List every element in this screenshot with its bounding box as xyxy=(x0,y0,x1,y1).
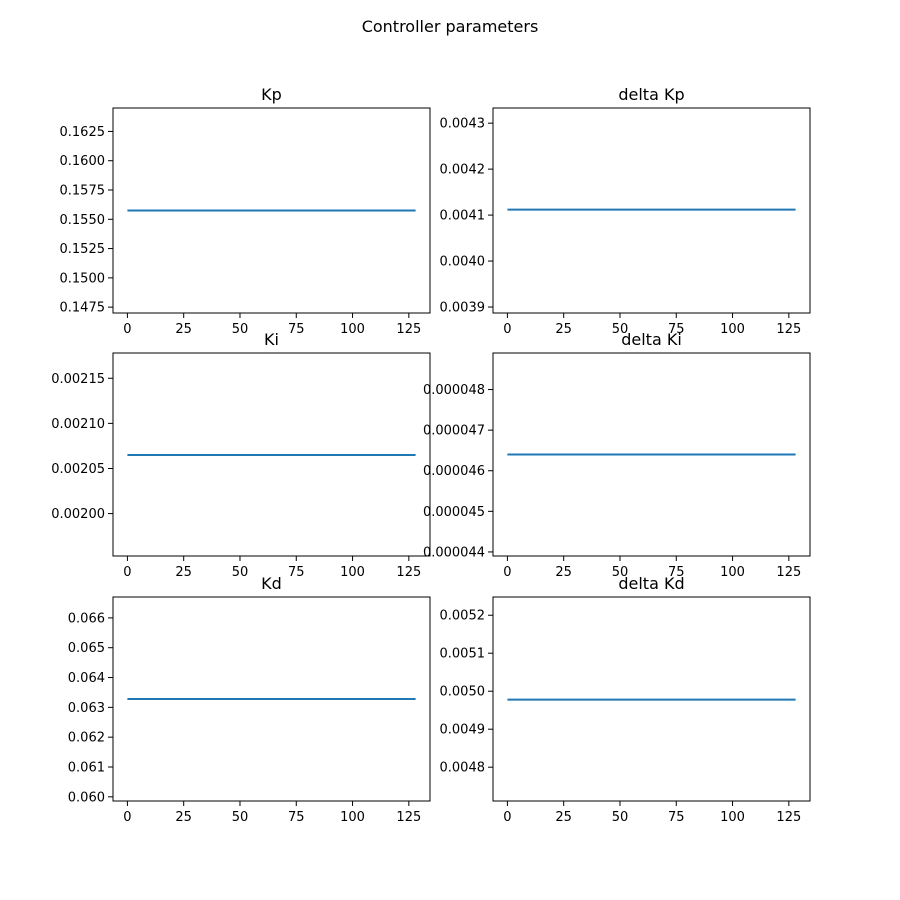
subplot-title: delta Ki xyxy=(621,330,682,349)
y-tick-label: 0.0050 xyxy=(440,685,486,700)
x-tick-label: 125 xyxy=(396,322,421,337)
y-tick-label: 0.00215 xyxy=(51,372,105,387)
x-tick-label: 50 xyxy=(612,322,629,337)
x-tick-label: 100 xyxy=(340,810,365,825)
x-tick-label: 125 xyxy=(776,810,801,825)
x-tick-label: 50 xyxy=(232,565,249,580)
x-tick-label: 50 xyxy=(612,565,629,580)
subplot-title: delta Kp xyxy=(618,85,684,104)
x-tick-label: 100 xyxy=(720,322,745,337)
subplot-title: Kp xyxy=(261,85,282,104)
y-tick-label: 0.000048 xyxy=(423,383,485,398)
x-tick-label: 0 xyxy=(503,322,511,337)
y-tick-label: 0.0052 xyxy=(440,609,486,624)
y-tick-label: 0.0051 xyxy=(440,647,486,662)
y-tick-label: 0.064 xyxy=(68,671,105,686)
y-tick-label: 0.062 xyxy=(68,731,105,746)
x-tick-label: 0 xyxy=(123,565,131,580)
subplot-3: Ki 0 25 50 75 100 125 0.00200 0.00205 0.00210 0.00… xyxy=(51,330,431,580)
y-tick-label: 0.060 xyxy=(68,790,105,805)
y-tick-label: 0.1600 xyxy=(60,154,106,169)
x-tick-label: 100 xyxy=(720,565,745,580)
x-tick-label: 75 xyxy=(288,810,305,825)
x-tick-label: 75 xyxy=(288,565,305,580)
y-tick-label: 0.1575 xyxy=(60,184,106,199)
axes-frame xyxy=(492,107,811,314)
x-tick-label: 25 xyxy=(175,810,192,825)
subplot-1: Kp 0 25 50 75 100 125 0.1475 0.1500 0.1525 0.1550 0… xyxy=(60,85,431,337)
y-tick-label: 0.066 xyxy=(68,611,105,626)
y-tick-label: 0.1625 xyxy=(60,125,106,140)
y-tick-label: 0.00210 xyxy=(51,417,105,432)
axes-frame xyxy=(112,107,431,314)
subplot-title: Kd xyxy=(261,574,282,593)
y-tick-label: 0.061 xyxy=(68,761,105,776)
y-tick-label: 0.00205 xyxy=(51,462,105,477)
axes-frame xyxy=(492,352,811,557)
x-tick-label: 0 xyxy=(503,565,511,580)
x-tick-label: 50 xyxy=(232,810,249,825)
x-tick-label: 125 xyxy=(776,565,801,580)
y-tick-label: 0.0049 xyxy=(440,723,486,738)
x-tick-label: 25 xyxy=(555,565,572,580)
x-tick-label: 25 xyxy=(175,322,192,337)
x-tick-label: 125 xyxy=(776,322,801,337)
subplot-2: delta Kp 0 25 50 75 100 125 0.0039 0.0040 0.0041 0… xyxy=(440,85,811,337)
y-tick-label: 0.000044 xyxy=(423,545,485,560)
y-tick-label: 0.1550 xyxy=(60,213,106,228)
y-tick-label: 0.000046 xyxy=(423,464,485,479)
x-tick-label: 75 xyxy=(668,322,685,337)
y-tick-label: 0.063 xyxy=(68,701,105,716)
y-tick-label: 0.0043 xyxy=(440,117,486,132)
x-tick-label: 75 xyxy=(288,322,305,337)
x-tick-label: 0 xyxy=(123,810,131,825)
x-tick-label: 100 xyxy=(340,322,365,337)
axes-frame xyxy=(492,596,811,802)
x-tick-label: 25 xyxy=(555,322,572,337)
x-tick-label: 50 xyxy=(232,322,249,337)
y-tick-label: 0.0040 xyxy=(440,255,486,270)
y-tick-label: 0.065 xyxy=(68,641,105,656)
y-tick-label: 0.000045 xyxy=(423,505,485,520)
y-tick-label: 0.1500 xyxy=(60,271,106,286)
x-tick-label: 125 xyxy=(396,810,421,825)
x-tick-label: 25 xyxy=(175,565,192,580)
y-tick-label: 0.00200 xyxy=(51,507,105,522)
subplot-5: Kd 0 25 50 75 100 125 0.060 0.061 0.062 0.063 0.064… xyxy=(68,574,431,825)
axes-frame xyxy=(112,596,431,802)
y-tick-label: 0.1475 xyxy=(60,301,106,316)
x-tick-label: 100 xyxy=(720,810,745,825)
subplot-4: delta Ki 0 25 50 75 100 125 0.000044 0.000045 0.0… xyxy=(423,330,811,580)
subplot-title: delta Kd xyxy=(618,574,684,593)
subplot-title: Ki xyxy=(264,330,279,349)
subplots-grid: Kp 0 25 50 75 100 125 0.1475 0.1500 0.1525 0.1550 0… xyxy=(51,85,811,825)
axes-frame xyxy=(112,352,431,557)
y-tick-label: 0.0042 xyxy=(440,163,486,178)
x-tick-label: 0 xyxy=(123,322,131,337)
x-tick-label: 50 xyxy=(612,810,629,825)
x-tick-label: 100 xyxy=(340,565,365,580)
y-tick-label: 0.0039 xyxy=(440,301,486,316)
x-tick-label: 0 xyxy=(503,810,511,825)
y-tick-label: 0.0048 xyxy=(440,761,486,776)
figure-suptitle: Controller parameters xyxy=(362,17,539,36)
x-tick-label: 75 xyxy=(668,810,685,825)
y-tick-label: 0.1525 xyxy=(60,242,106,257)
x-tick-label: 25 xyxy=(555,810,572,825)
y-tick-label: 0.0041 xyxy=(440,209,486,224)
x-tick-label: 125 xyxy=(396,565,421,580)
subplot-6: delta Kd 0 25 50 75 100 125 0.0048 0.0049 0.0050 0… xyxy=(440,574,811,825)
y-tick-label: 0.000047 xyxy=(423,424,485,439)
x-tick-label: 75 xyxy=(668,565,685,580)
